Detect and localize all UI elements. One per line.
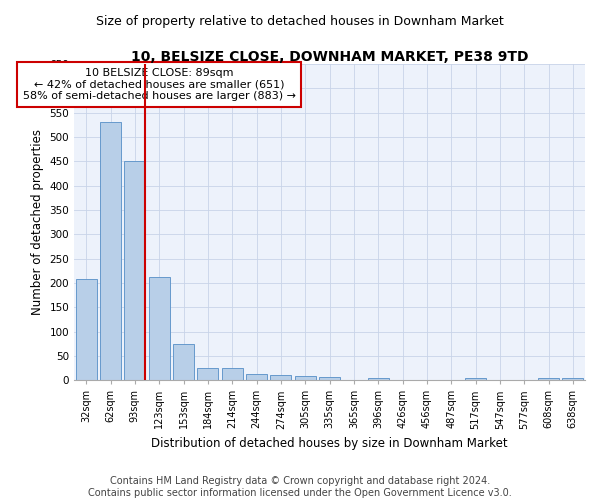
Bar <box>149 277 170 380</box>
Title: 10, BELSIZE CLOSE, DOWNHAM MARKET, PE38 9TD: 10, BELSIZE CLOSE, DOWNHAM MARKET, PE38 … <box>131 50 528 64</box>
Bar <box>246 374 267 380</box>
Text: Size of property relative to detached houses in Downham Market: Size of property relative to detached ho… <box>96 14 504 28</box>
Bar <box>124 162 145 380</box>
Bar <box>76 279 97 380</box>
Text: Contains HM Land Registry data © Crown copyright and database right 2024.
Contai: Contains HM Land Registry data © Crown c… <box>88 476 512 498</box>
Bar <box>295 376 316 380</box>
Text: 10 BELSIZE CLOSE: 89sqm
← 42% of detached houses are smaller (651)
58% of semi-d: 10 BELSIZE CLOSE: 89sqm ← 42% of detache… <box>23 68 296 101</box>
Bar <box>100 122 121 380</box>
Bar <box>538 378 559 380</box>
X-axis label: Distribution of detached houses by size in Downham Market: Distribution of detached houses by size … <box>151 437 508 450</box>
Bar <box>368 378 389 380</box>
Bar <box>271 376 291 380</box>
Bar <box>222 368 242 380</box>
Bar <box>173 344 194 380</box>
Bar <box>562 378 583 380</box>
Bar <box>319 377 340 380</box>
Y-axis label: Number of detached properties: Number of detached properties <box>31 129 44 315</box>
Bar <box>197 368 218 380</box>
Bar <box>465 378 486 380</box>
